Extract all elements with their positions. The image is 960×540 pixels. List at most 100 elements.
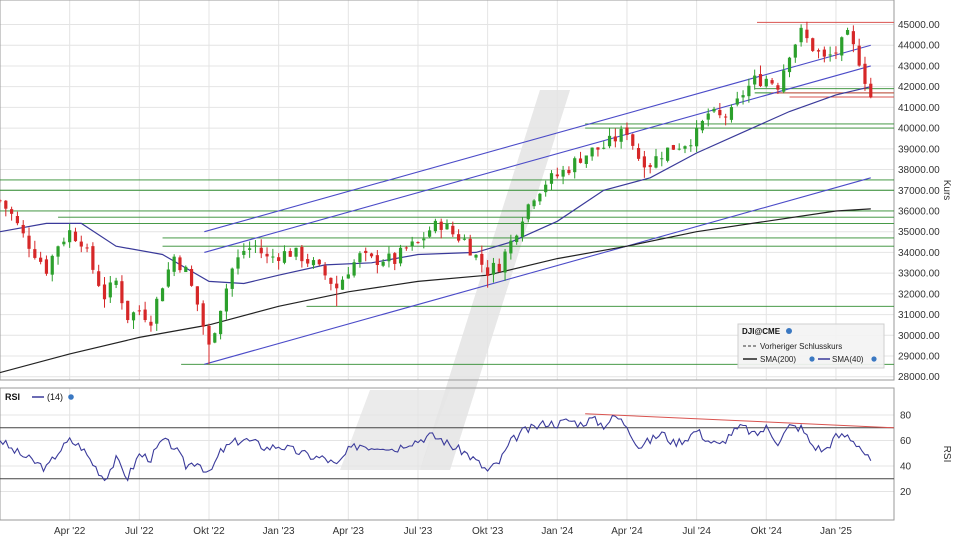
candle-body (631, 134, 635, 146)
candle-body (10, 209, 14, 214)
candle-body (189, 268, 194, 286)
candle-body (509, 240, 513, 254)
candle-body (39, 257, 43, 262)
candle-body (143, 309, 147, 321)
candle-body (230, 268, 234, 289)
candle-body (218, 310, 223, 335)
candle-body (665, 147, 670, 161)
x-tick: Apr '24 (611, 526, 643, 537)
candlestick-series (0, 21, 873, 365)
price-y-tick: 45000.00 (898, 20, 940, 31)
candle-body (700, 120, 705, 131)
candle-body (172, 256, 176, 272)
candle-body (375, 255, 379, 265)
watermark-base (340, 390, 450, 470)
candle-body (160, 288, 165, 302)
candle-body (131, 312, 136, 321)
candle-body (764, 78, 768, 87)
candle-body (729, 107, 734, 120)
candle-body (526, 204, 530, 220)
candle-body (845, 30, 850, 35)
candle-body (573, 158, 577, 173)
candle-body (538, 193, 542, 202)
candle-body (607, 135, 612, 147)
watermark-logo (340, 90, 570, 470)
candle-body (642, 156, 646, 168)
candle-body (724, 116, 728, 118)
price-y-tick: 37000.00 (898, 186, 940, 197)
candle-body (520, 221, 525, 237)
rsi-y-tick: 60 (900, 436, 912, 447)
rsi-line (0, 414, 872, 482)
legend-sma40: SMA(40) (832, 355, 864, 364)
candle-body (544, 184, 548, 193)
candle-body (33, 249, 37, 258)
candle-body (741, 95, 745, 98)
candle-body (358, 253, 362, 263)
rsi-trend-line (585, 413, 895, 429)
candle-body (549, 173, 554, 184)
rsi-y-tick: 20 (900, 487, 912, 498)
candle-body (323, 265, 327, 276)
rsi-grid (0, 388, 894, 520)
candle-body (271, 256, 275, 258)
candle-body (561, 169, 565, 177)
candle-body (91, 246, 95, 270)
channel-line (204, 177, 871, 365)
candle-body (857, 45, 861, 66)
price-y-tick: 35000.00 (898, 227, 940, 238)
candle-body (654, 156, 658, 168)
x-tick: Jan '25 (820, 526, 852, 537)
candle-body (753, 75, 757, 85)
rsi-y-tick: 40 (900, 462, 912, 473)
price-axis-title: Kurs (941, 180, 952, 201)
candle-body (73, 231, 78, 242)
rsi-panel-frame (0, 387, 895, 521)
candle-body (787, 57, 792, 73)
x-tick: Jul '24 (682, 526, 711, 537)
candle-body (671, 145, 676, 150)
candle-body (555, 174, 559, 177)
price-y-tick: 41000.00 (898, 103, 940, 114)
candle-body (486, 267, 490, 276)
x-tick: Okt '24 (751, 526, 783, 537)
candle-body (369, 253, 374, 257)
price-y-tick: 36000.00 (898, 206, 940, 217)
legend-sma40-info-icon[interactable] (871, 356, 877, 362)
candle-body (253, 245, 258, 247)
price-legend: DJI@CME Vorheriger Schlusskurs SMA(200) … (737, 323, 885, 369)
candle-body (636, 148, 641, 159)
candle-body (184, 266, 188, 273)
rsi-legend: RSI (14) (5, 392, 74, 402)
candle-body (416, 242, 420, 244)
candle-body (689, 145, 693, 147)
candle-body (770, 80, 774, 84)
candle-body (294, 247, 298, 257)
candle-body (816, 50, 821, 52)
candle-body (451, 225, 455, 235)
candle-body (224, 288, 229, 312)
candle-body (532, 200, 536, 207)
candle-body (85, 247, 89, 249)
rsi-legend-period: (14) (47, 392, 63, 402)
candle-body (851, 31, 855, 45)
candle-body (335, 283, 339, 289)
legend-sma200-info-icon[interactable] (809, 356, 815, 362)
candle-body (21, 224, 25, 234)
candle-body (422, 238, 426, 241)
rsi-legend-name: RSI (5, 392, 20, 402)
candle-body (27, 235, 31, 249)
candle-body (79, 241, 83, 247)
rsi-y-tick: 80 (900, 411, 912, 422)
price-y-tick-labels: 28000.00 29000.00 30000.00 31000.00 32000.00… (898, 20, 940, 383)
candle-body (822, 49, 826, 57)
rsi-info-icon[interactable] (68, 394, 74, 400)
candle-body (44, 259, 49, 274)
candle-body (793, 44, 797, 58)
legend-info-icon[interactable] (786, 328, 792, 334)
x-tick: Jul '23 (404, 526, 433, 537)
candle-body (201, 303, 205, 327)
candle-body (497, 263, 501, 272)
candle-body (166, 269, 170, 287)
candle-body (445, 224, 449, 230)
